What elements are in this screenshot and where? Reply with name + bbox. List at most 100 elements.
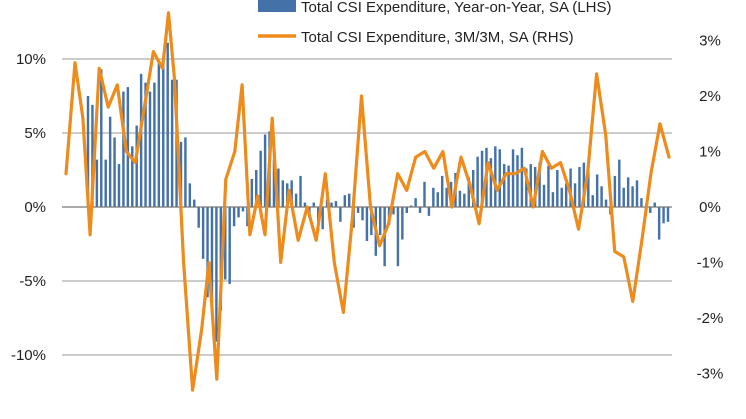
right-tick-label: -2% [697, 310, 724, 327]
bar [210, 207, 214, 307]
bar [370, 207, 373, 236]
bar [343, 195, 347, 207]
bar [489, 158, 493, 207]
bar [356, 207, 360, 213]
bar [379, 207, 382, 236]
series-line [64, 11, 671, 392]
left-tick-label: -5% [19, 273, 46, 290]
bar [538, 162, 541, 207]
bar [529, 164, 532, 207]
bar [108, 116, 112, 207]
bar [299, 175, 302, 207]
right-tick-label: 1% [699, 144, 721, 161]
bar [250, 178, 254, 207]
bar [547, 165, 550, 207]
bar [188, 183, 192, 207]
bar [604, 199, 608, 207]
bar [392, 207, 395, 215]
bar [139, 73, 143, 207]
bar [339, 207, 342, 222]
bar [445, 187, 448, 207]
bar [432, 187, 435, 207]
bar [525, 168, 528, 207]
bar [582, 162, 586, 207]
bar [126, 87, 130, 207]
legend-bar-label: Total CSI Expenditure, Year-on-Year, SA … [301, 0, 611, 16]
bar [595, 174, 599, 207]
bar [600, 186, 603, 207]
bar [405, 207, 408, 213]
bar [502, 164, 506, 207]
bar [498, 149, 501, 207]
bar [303, 202, 307, 207]
bar [649, 207, 652, 213]
bar [321, 207, 324, 230]
right-tick-label: 0% [699, 199, 721, 216]
bar [666, 207, 670, 222]
bar [281, 180, 285, 207]
bar [148, 91, 152, 207]
bar [556, 170, 559, 207]
bar [272, 159, 276, 207]
left-axis-tick-labels: 10% 5% 0% -5% -10% [11, 51, 46, 364]
bar [232, 207, 236, 227]
bar [113, 137, 116, 207]
bar [86, 96, 90, 207]
bar [294, 193, 298, 207]
bar [237, 207, 240, 218]
left-tick-label: -10% [11, 347, 46, 364]
bar [476, 156, 479, 207]
bar [520, 147, 524, 207]
bar [440, 175, 444, 207]
bar [494, 146, 497, 207]
bar [206, 207, 209, 298]
left-tick-label: 10% [16, 51, 46, 68]
bar [591, 195, 594, 207]
bar [587, 170, 590, 207]
bar [179, 141, 183, 207]
bar [334, 201, 338, 207]
legend-bar-swatch [258, 0, 296, 12]
bar [95, 159, 99, 207]
bar [259, 150, 262, 207]
left-tick-label: 0% [24, 199, 46, 216]
bar [277, 168, 280, 207]
bar [166, 42, 169, 207]
bar [201, 207, 205, 259]
bar [423, 181, 426, 207]
bar [100, 69, 103, 207]
bar [330, 202, 333, 207]
bar [228, 207, 231, 284]
bar [640, 198, 643, 207]
bar [480, 150, 484, 207]
bar [578, 167, 581, 207]
bar [396, 207, 400, 267]
bar [263, 134, 267, 207]
bar [573, 183, 577, 207]
bar [153, 82, 156, 207]
legend-line-label: Total CSI Expenditure, 3M/3M, SA (RHS) [301, 29, 574, 46]
bar [560, 187, 563, 207]
bar [224, 207, 227, 280]
line-series-3m3m [64, 11, 671, 392]
bar [122, 91, 125, 207]
bar [511, 149, 515, 207]
bar [551, 192, 555, 207]
bar [193, 199, 196, 207]
bar [657, 207, 661, 240]
bar [463, 193, 466, 207]
bar [613, 175, 617, 207]
bar [170, 79, 174, 207]
bar [414, 198, 417, 207]
bar [507, 165, 510, 207]
bar [418, 207, 422, 213]
bar [361, 207, 364, 221]
bar [312, 202, 316, 207]
bar [91, 104, 94, 207]
bar [622, 187, 625, 207]
bar [241, 207, 245, 212]
bar [467, 177, 470, 207]
bar [135, 125, 138, 207]
bar [197, 207, 200, 228]
